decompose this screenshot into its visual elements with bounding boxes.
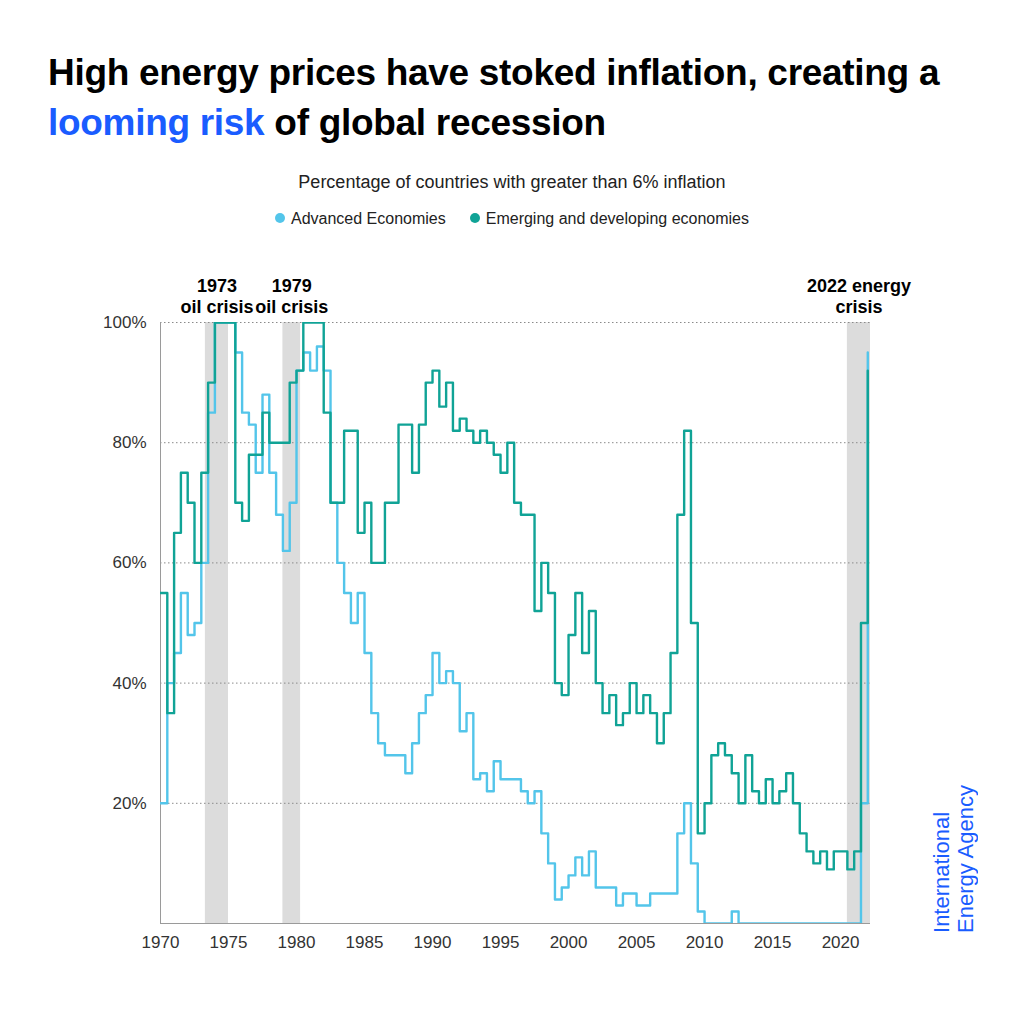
svg-text:1990: 1990 — [414, 933, 452, 952]
svg-text:100%: 100% — [103, 313, 146, 332]
svg-text:20%: 20% — [112, 794, 146, 813]
svg-text:2000: 2000 — [550, 933, 588, 952]
svg-text:1980: 1980 — [278, 933, 316, 952]
svg-text:2010: 2010 — [686, 933, 724, 952]
html-text:Percentage of countries with g: Percentage of countries with greater tha… — [298, 172, 726, 192]
html-text:International Energy Agency: International Energy Agency — [929, 785, 978, 933]
svg-text:2020: 2020 — [822, 933, 860, 952]
svg-text:1970: 1970 — [142, 933, 180, 952]
svg-text:2022 energycrisis: 2022 energycrisis — [807, 276, 911, 317]
svg-text:1973oil crisis: 1973oil crisis — [180, 276, 253, 317]
svg-text:40%: 40% — [112, 674, 146, 693]
html-text:High energy prices have stoked: High energy prices have stoked inflation… — [48, 52, 940, 93]
svg-text:1979oil crisis: 1979oil crisis — [255, 276, 328, 317]
svg-text:2015: 2015 — [754, 933, 792, 952]
svg-text:1995: 1995 — [482, 933, 520, 952]
svg-text:1975: 1975 — [210, 933, 248, 952]
html-text:looming risk of global recessi: looming risk of global recession — [48, 102, 606, 143]
svg-text:1985: 1985 — [346, 933, 384, 952]
svg-text:60%: 60% — [112, 553, 146, 572]
html-text:Advanced Economies: Advanced Economies — [291, 210, 446, 227]
svg-text:80%: 80% — [112, 433, 146, 452]
html-text:Emerging and developing econom: Emerging and developing economies — [485, 210, 749, 227]
svg-text:2005: 2005 — [618, 933, 656, 952]
